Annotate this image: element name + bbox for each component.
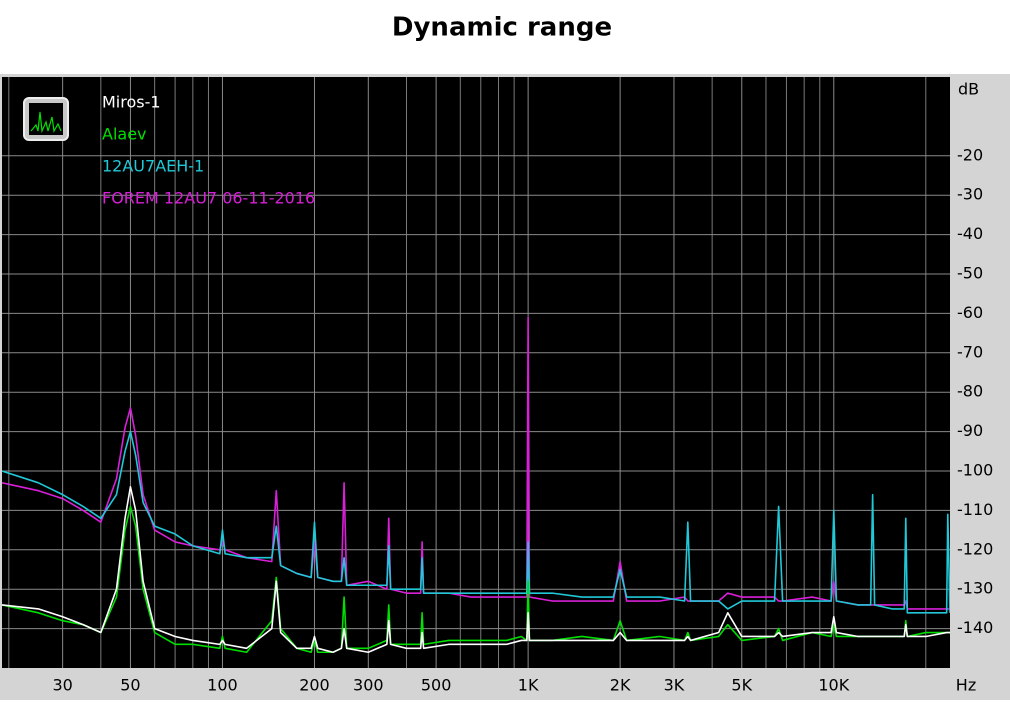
x-axis-label: Hz: [956, 676, 976, 695]
plot-area: [2, 77, 950, 668]
icon-wave: [30, 111, 62, 134]
x-tick-label: 500: [421, 676, 452, 695]
y-tick-label: -120: [957, 539, 993, 558]
y-tick-label: -20: [957, 145, 983, 164]
icon-screen: [29, 103, 63, 135]
x-tick-label: 1K: [518, 676, 539, 695]
x-tick-label: 2K: [610, 676, 631, 695]
x-tick-label: 10K: [818, 676, 849, 695]
y-tick-label: -140: [957, 618, 993, 637]
y-tick-label: -130: [957, 579, 993, 598]
y-axis-label: dB: [958, 80, 979, 99]
x-tick-label: 30: [52, 676, 72, 695]
series-line: [2, 485, 950, 654]
y-tick-label: -60: [957, 303, 983, 322]
legend-entry: Alaev: [102, 125, 147, 144]
y-tick-label: -40: [957, 224, 983, 243]
y-tick-label: -30: [957, 185, 983, 204]
y-tick-label: -50: [957, 264, 983, 283]
y-tick-label: -100: [957, 461, 993, 480]
lines: [2, 316, 950, 654]
x-tick-label: 200: [299, 676, 330, 695]
legend-entry: FOREM 12AU7 06-11-2016: [102, 189, 315, 208]
x-tick-label: 5K: [731, 676, 752, 695]
x-tick-label: 100: [207, 676, 238, 695]
legend-entry: Miros-1: [102, 93, 161, 112]
x-tick-label: 3K: [664, 676, 685, 695]
y-tick-label: -90: [957, 421, 983, 440]
y-tick-label: -110: [957, 500, 993, 519]
x-tick-label: 50: [120, 676, 140, 695]
y-tick-label: -80: [957, 382, 983, 401]
grid: [2, 77, 950, 668]
series-line: [2, 430, 950, 614]
series-line: [2, 505, 950, 654]
legend-icon: [23, 97, 69, 141]
y-tick-label: -70: [957, 342, 983, 361]
legend-entry: 12AU7AEH-1: [102, 157, 204, 176]
x-tick-label: 300: [353, 676, 384, 695]
chart-title: Dynamic range: [392, 13, 612, 43]
